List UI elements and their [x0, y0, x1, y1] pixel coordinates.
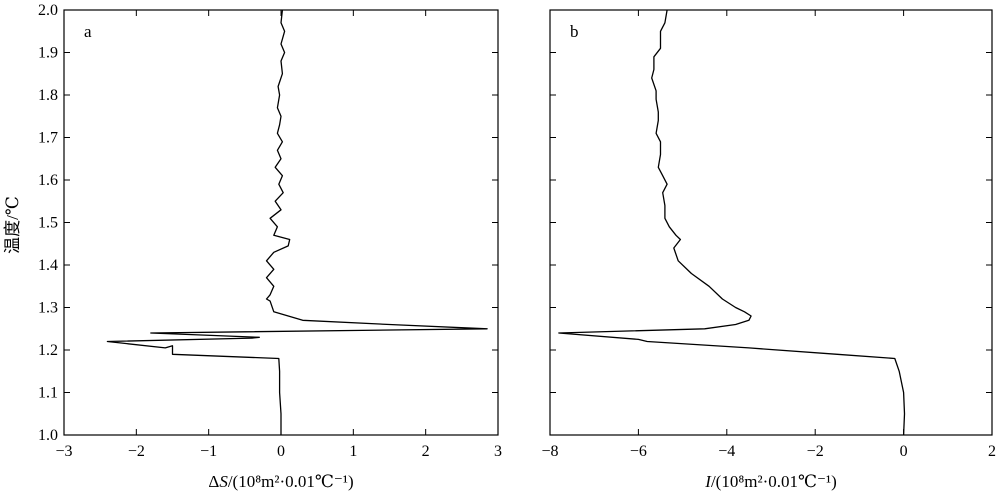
x-tick-label: 1 [349, 443, 357, 460]
y-tick-label: 1.9 [38, 45, 58, 62]
x-axis-label-a-unit: /(10⁸m²·0.01℃⁻¹) [228, 472, 354, 491]
y-tick-label: 2.0 [38, 2, 58, 19]
y-tick-label: 1.5 [38, 215, 58, 232]
x-tick-label: 3 [494, 443, 502, 460]
x-axis-label-a-prefix: Δ [208, 472, 219, 491]
panel-a: −3 −2 −1 0 1 2 3 1.01.11.21.31.41.51.61.71.81.… [38, 2, 502, 491]
x-axis-a: −3 −2 −1 0 1 2 3 [55, 10, 502, 460]
x-tick-label: −2 [128, 443, 145, 460]
x-tick-label: −4 [718, 443, 735, 460]
x-tick-label: −3 [55, 443, 72, 460]
y-tick-label: 1.8 [38, 87, 58, 104]
plot-frame-a [63, 9, 499, 436]
series-line-i [558, 9, 906, 436]
x-tick-label: 0 [900, 443, 908, 460]
x-axis-label-b-var: I [704, 472, 712, 491]
series-line-delta-s [106, 9, 488, 435]
x-tick-label: 0 [277, 443, 285, 460]
panel-label-b: b [570, 22, 579, 41]
x-tick-label: −2 [807, 443, 824, 460]
x-tick-label: −6 [630, 443, 647, 460]
x-axis-label-a: ΔS/(10⁸m²·0.01℃⁻¹) [208, 472, 353, 491]
y-axis-b [550, 9, 992, 436]
y-tick-label: 1.4 [38, 257, 58, 274]
x-tick-label: −1 [200, 443, 217, 460]
y-tick-label: 1.2 [38, 342, 58, 359]
x-tick-label: −8 [541, 443, 558, 460]
x-tick-label: 2 [988, 443, 996, 460]
x-axis-label-b: I/(10⁸m²·0.01℃⁻¹) [704, 472, 836, 491]
plot-frame-b [549, 9, 993, 436]
y-axis-a: 1.0 1.1 1.2 1.3 1.4 1.5 1.6 1.7 1.8 1.9 2.0 [38, 2, 498, 444]
panel-label-a: a [84, 22, 92, 41]
x-axis-b: −8 −6 −4 −2 0 2 [541, 10, 996, 460]
panel-b: −8 −6 −4 −2 0 2 b I/(10⁸m²·0.01℃⁻¹) [541, 9, 996, 491]
y-tick-label: 1.3 [38, 300, 58, 317]
y-tick-label: 1.0 [38, 427, 58, 444]
y-tick-label: 1.1 [38, 385, 58, 402]
y-tick-label: 1.7 [38, 130, 58, 147]
x-axis-label-b-unit: /(10⁸m²·0.01℃⁻¹) [711, 472, 837, 491]
y-tick-label: 1.6 [38, 172, 58, 189]
y-axis-label: 温度/℃ [3, 196, 22, 254]
x-axis-label-a-var: S [219, 472, 228, 491]
x-tick-label: 2 [422, 443, 430, 460]
